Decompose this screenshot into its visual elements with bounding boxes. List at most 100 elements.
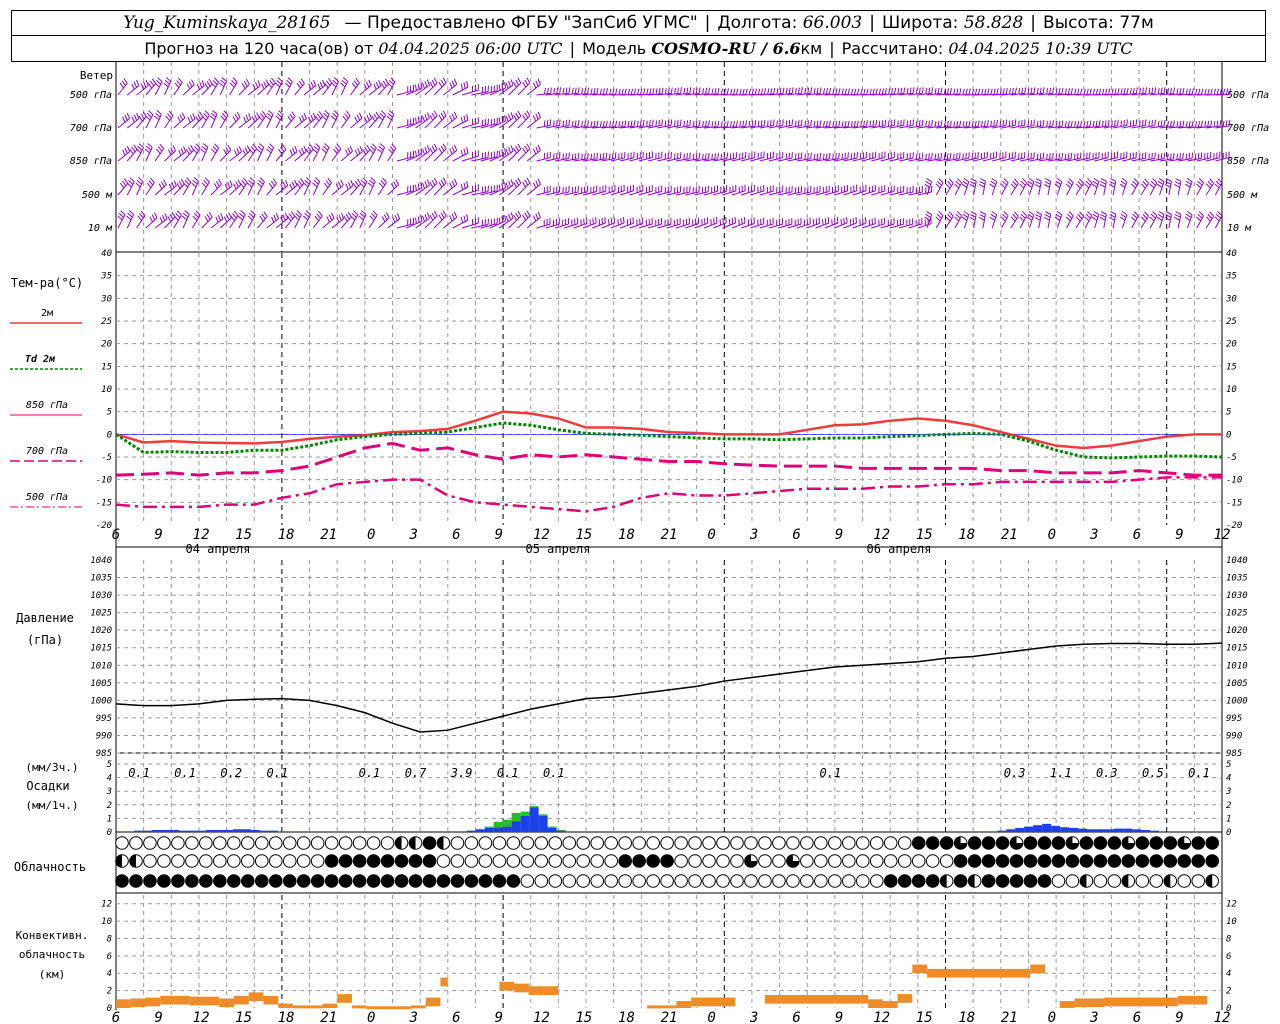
wind-barb: [247, 181, 255, 196]
wind-barb-flag: [957, 178, 963, 184]
wind-barb: [340, 216, 352, 229]
wind-barb-flag: [513, 214, 517, 221]
wind-barb-flag: [838, 120, 841, 127]
wind-barb-flag: [970, 211, 977, 215]
wind-barb-flag: [199, 81, 203, 88]
wind-barb-flag: [695, 120, 698, 127]
wind-barb: [1084, 182, 1093, 196]
wind-barb-flag: [362, 148, 367, 155]
wind-barb-flag: [931, 120, 933, 127]
wind-barb-flag: [835, 88, 838, 95]
wind-barb: [861, 125, 876, 129]
wind-barb-flag: [587, 152, 589, 159]
precip-bar-blue: [1087, 829, 1097, 832]
wind-barb: [554, 223, 569, 229]
wind-barb: [1159, 214, 1165, 229]
wind-barb-flag: [119, 82, 124, 89]
wind-barb-flag: [215, 216, 219, 223]
wind-barb-flag: [526, 143, 531, 150]
wind-barb-flag: [720, 121, 723, 128]
wind-barb-flag: [1045, 211, 1051, 215]
wind-barb-flag: [838, 152, 840, 159]
wind-barb-flag: [157, 146, 163, 152]
wind-barb-flag: [420, 148, 423, 155]
wind-barb-flag: [981, 88, 984, 95]
wind-barb-flag: [702, 121, 704, 128]
conv-bar: [322, 1003, 338, 1008]
cloud-symbol: [1177, 874, 1192, 888]
wind-barb: [554, 191, 569, 196]
wind-barb: [322, 114, 330, 129]
wind-barb-flag: [587, 120, 589, 127]
y-tick-pressure: 1035: [90, 574, 112, 584]
wind-barb: [1057, 126, 1072, 129]
wind-barb-flag: [1026, 216, 1033, 221]
x-tick-label: 12: [193, 1010, 210, 1024]
cloud-symbol-fill: [395, 836, 402, 850]
wind-barb-flag: [429, 81, 434, 88]
precip-bar-blue: [1078, 828, 1088, 832]
wind-barb-flag: [990, 120, 992, 127]
wind-barb-flag: [370, 145, 376, 151]
wind-barb-flag: [835, 153, 837, 160]
wind-barb-flag: [581, 121, 584, 128]
wind-barb-flag: [934, 121, 937, 128]
wind-barb-flag: [417, 149, 420, 156]
wind-barb-flag: [126, 112, 131, 119]
wind-barb-flag: [1157, 180, 1164, 185]
wind-barb-flag: [129, 148, 134, 155]
wind-barb: [136, 116, 147, 129]
wind-barb-flag: [1133, 211, 1139, 217]
wind-barb-flag: [229, 180, 233, 187]
wind-barb-flag: [257, 80, 261, 87]
wind-barb-flag: [590, 88, 593, 95]
wind-barb: [536, 157, 551, 162]
cloud-symbol: [744, 874, 758, 888]
wind-barb-flag: [535, 113, 539, 120]
precip-bar-green: [511, 812, 521, 822]
wind-barb-flag: [565, 152, 567, 160]
wind-barb-flag: [463, 215, 466, 222]
wind-barb: [852, 157, 867, 162]
cloud-symbol: [296, 836, 311, 850]
wind-barb: [1010, 157, 1025, 162]
wind-barb: [582, 222, 597, 229]
wind-barb-flag: [241, 180, 247, 186]
wind-barb-flag: [1163, 152, 1166, 159]
wind-barb: [592, 93, 607, 96]
wind-barb-flag: [270, 180, 276, 187]
wind-barb-flag: [869, 120, 872, 127]
wind-barb-flag: [935, 216, 941, 222]
wind-barb-flag: [498, 184, 501, 191]
wind-barb: [1205, 215, 1215, 229]
cloud-symbol: [282, 836, 297, 850]
cloud-symbol: [702, 836, 716, 850]
wind-barb-flag: [508, 114, 512, 120]
wind-barb-flag: [1034, 217, 1041, 221]
conv-bar: [543, 986, 559, 995]
wind-barb-flag: [244, 147, 249, 154]
wind-barb-flag: [395, 179, 399, 185]
cloud-symbol: [492, 836, 507, 850]
cloud-symbol: [436, 854, 451, 868]
wind-barb: [1001, 124, 1016, 129]
wind-barb-flag: [440, 212, 445, 219]
wind-barb-flag: [642, 119, 645, 126]
wind-level-label-right: 700 гПа: [1227, 123, 1269, 134]
wind-barb: [703, 93, 718, 96]
wind-barb-flag: [333, 77, 339, 82]
wind-barb-flag: [767, 88, 770, 95]
wind-barb-flag: [1093, 210, 1100, 216]
wind-barb: [982, 181, 987, 196]
precip-bar-blue: [565, 831, 575, 832]
wind-barb-flag: [596, 87, 599, 94]
wind-barb: [1159, 125, 1174, 129]
wind-barb-flag: [1013, 178, 1019, 184]
wind-barb-flag: [999, 88, 1002, 95]
cloud-symbol: [1163, 836, 1178, 850]
wind-barb-flag: [501, 116, 504, 123]
date-label: 05 апреля: [525, 542, 590, 556]
cloud-symbol: [688, 836, 702, 850]
cloud-symbol: [674, 854, 688, 868]
wind-barb-flag: [517, 110, 522, 117]
